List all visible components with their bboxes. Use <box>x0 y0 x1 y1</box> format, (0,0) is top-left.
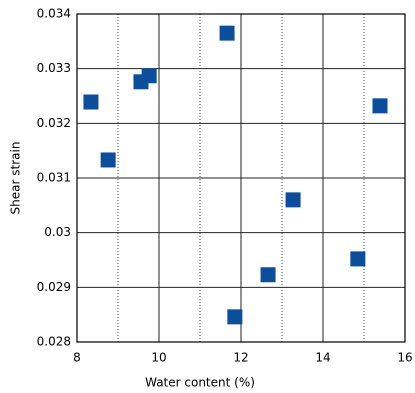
y-tick-label: 0.033 <box>37 61 71 75</box>
point <box>219 25 235 41</box>
point <box>227 309 243 325</box>
point <box>260 267 276 283</box>
point <box>141 68 157 84</box>
plot-frame <box>76 13 406 343</box>
y-tick-label: 0.029 <box>37 280 71 294</box>
y-tick-label: 0.032 <box>37 116 71 130</box>
x-axis-label: Water content (%) <box>145 376 255 390</box>
x-tick-label: 14 <box>315 351 330 365</box>
point <box>372 98 388 114</box>
y-tick-label: 0.034 <box>37 7 71 21</box>
point <box>285 192 301 208</box>
point <box>83 94 99 110</box>
x-tick-label: 12 <box>233 351 248 365</box>
y-tick-label: 0.03 <box>44 225 71 239</box>
x-tick-label: 8 <box>73 351 81 365</box>
y-axis-label: Shear strain <box>9 142 23 215</box>
x-tick-label: 16 <box>397 351 412 365</box>
point <box>350 251 366 267</box>
y-tick-label: 0.028 <box>37 335 71 349</box>
x-tick-label: 10 <box>151 351 166 365</box>
y-tick-label: 0.031 <box>37 171 71 185</box>
point <box>100 152 116 168</box>
